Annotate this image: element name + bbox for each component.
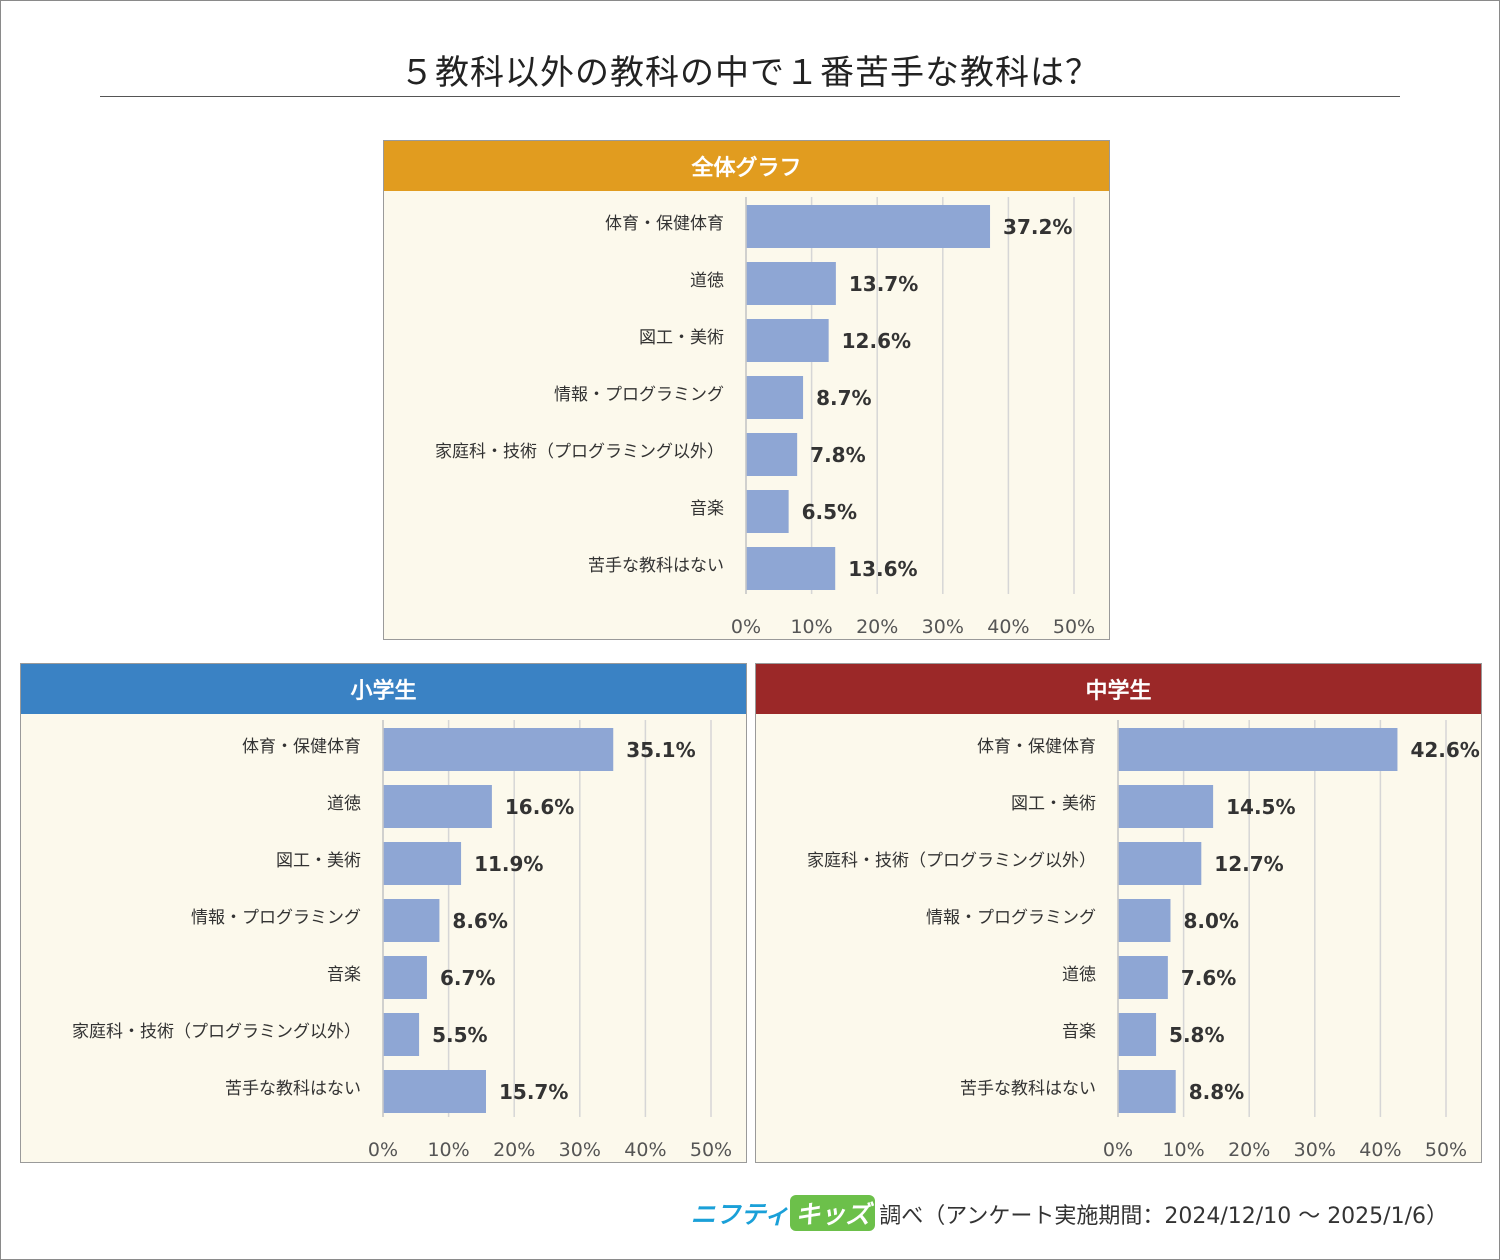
x-tick-label: 50% <box>690 1139 732 1161</box>
data-label: 14.5% <box>1226 795 1295 819</box>
category-label: 体育・保健体育 <box>242 737 361 757</box>
category-label: 情報・プログラミング <box>554 385 724 405</box>
data-label: 5.8% <box>1169 1023 1224 1047</box>
bar <box>383 899 440 942</box>
category-label: 情報・プログラミング <box>926 908 1096 928</box>
bar <box>1118 956 1168 999</box>
bar <box>746 490 789 533</box>
chart-header-overall: 全体グラフ <box>384 141 1109 191</box>
category-label: 図工・美術 <box>639 328 724 348</box>
bar <box>383 1013 420 1056</box>
chart-panel-overall: 全体グラフ 0% 10% 20% 30% 40% 50% 体育・保健体育 37.2% 道徳 13.… <box>383 140 1110 640</box>
category-label: 苦手な教科はない <box>225 1079 361 1099</box>
category-label: 家庭科・技術（プログラミング以外） <box>807 851 1096 871</box>
data-label: 11.9% <box>474 852 543 876</box>
bar <box>383 1070 486 1113</box>
x-tick-label: 50% <box>1053 616 1095 638</box>
bar <box>383 785 492 828</box>
bar <box>746 547 836 590</box>
x-tick-label: 0% <box>1103 1139 1133 1161</box>
data-label: 7.8% <box>810 443 865 467</box>
category-label: 体育・保健体育 <box>977 737 1096 757</box>
category-label: 音楽 <box>1062 1022 1096 1042</box>
chart-panel-elementary: 小学生 0% 10% 20% 30% 40% 50% 体育・保健体育 35.1% 道徳 16.6%… <box>20 663 747 1163</box>
category-label: 道徳 <box>327 794 361 814</box>
data-label: 6.7% <box>440 966 495 990</box>
footer-credit: ニフティ キッズ 調べ（アンケート実施期間：2024/12/10 ～ 2025/… <box>691 1195 1448 1231</box>
data-label: 8.8% <box>1189 1080 1244 1104</box>
bar <box>746 205 991 248</box>
x-tick-label: 40% <box>987 616 1029 638</box>
survey-note: 調べ（アンケート実施期間：2024/12/10 ～ 2025/1/6） <box>879 1204 1448 1229</box>
x-tick-label: 20% <box>493 1139 535 1161</box>
bar <box>383 956 427 999</box>
x-tick-label: 20% <box>1228 1139 1270 1161</box>
brand-logo-part-2: キッズ <box>790 1195 876 1231</box>
category-label: 家庭科・技術（プログラミング以外） <box>72 1022 361 1042</box>
category-label: 道徳 <box>1062 965 1096 985</box>
data-label: 42.6% <box>1410 738 1479 762</box>
data-label: 5.5% <box>432 1023 487 1047</box>
data-label: 37.2% <box>1003 215 1072 239</box>
chart-panel-junior-high: 中学生 0% 10% 20% 30% 40% 50% 体育・保健体育 42.6% 図工・美術 14… <box>755 663 1482 1163</box>
data-label: 8.0% <box>1183 909 1238 933</box>
brand-logo-part-1: ニフティ <box>690 1200 790 1229</box>
category-label: 図工・美術 <box>276 851 361 871</box>
x-tick-label: 40% <box>1359 1139 1401 1161</box>
x-tick-label: 30% <box>559 1139 601 1161</box>
data-label: 12.7% <box>1214 852 1283 876</box>
data-label: 8.7% <box>816 386 871 410</box>
category-label: 図工・美術 <box>1011 794 1096 814</box>
category-label: 音楽 <box>327 965 361 985</box>
bar <box>1118 1013 1157 1056</box>
category-label: 苦手な教科はない <box>588 556 724 576</box>
category-label: 家庭科・技術（プログラミング以外） <box>435 442 724 462</box>
category-label: 体育・保健体育 <box>605 214 724 234</box>
bar <box>746 433 798 476</box>
category-label: 道徳 <box>690 271 724 291</box>
data-label: 6.5% <box>802 500 857 524</box>
x-tick-label: 10% <box>790 616 832 638</box>
page-title: ５教科以外の教科の中で１番苦手な教科は？ <box>400 53 1100 93</box>
bar <box>1118 728 1398 771</box>
x-tick-label: 20% <box>856 616 898 638</box>
data-label: 35.1% <box>626 738 695 762</box>
bar <box>746 376 804 419</box>
data-label: 12.6% <box>842 329 911 353</box>
category-label: 情報・プログラミング <box>191 908 361 928</box>
x-tick-label: 30% <box>922 616 964 638</box>
bar-chart-elementary: 0% 10% 20% 30% 40% 50% 体育・保健体育 35.1% 道徳 16.6% 図工・美… <box>72 720 732 1161</box>
category-label: 苦手な教科はない <box>960 1079 1096 1099</box>
bar <box>1118 785 1214 828</box>
data-label: 13.6% <box>848 557 917 581</box>
chart-header-elementary: 小学生 <box>21 664 746 714</box>
bar <box>1118 899 1171 942</box>
x-tick-label: 30% <box>1294 1139 1336 1161</box>
x-tick-label: 10% <box>427 1139 469 1161</box>
bar <box>746 319 829 362</box>
bar-chart-overall: 0% 10% 20% 30% 40% 50% 体育・保健体育 37.2% 道徳 13.7% 図工・美… <box>435 197 1095 638</box>
bar <box>746 262 836 305</box>
bar <box>383 842 462 885</box>
x-tick-label: 40% <box>624 1139 666 1161</box>
x-tick-label: 50% <box>1425 1139 1467 1161</box>
bar <box>1118 842 1202 885</box>
bar <box>1118 1070 1176 1113</box>
category-label: 音楽 <box>690 499 724 519</box>
data-label: 15.7% <box>499 1080 568 1104</box>
x-tick-label: 10% <box>1162 1139 1204 1161</box>
data-label: 16.6% <box>505 795 574 819</box>
bar-chart-junior-high: 0% 10% 20% 30% 40% 50% 体育・保健体育 42.6% 図工・美術 14.5% 家… <box>807 720 1480 1161</box>
x-tick-label: 0% <box>368 1139 398 1161</box>
data-label: 7.6% <box>1181 966 1236 990</box>
title-divider <box>100 96 1400 97</box>
data-label: 8.6% <box>452 909 507 933</box>
data-label: 13.7% <box>849 272 918 296</box>
bar <box>383 728 614 771</box>
x-tick-label: 0% <box>731 616 761 638</box>
chart-header-junior-high: 中学生 <box>756 664 1481 714</box>
